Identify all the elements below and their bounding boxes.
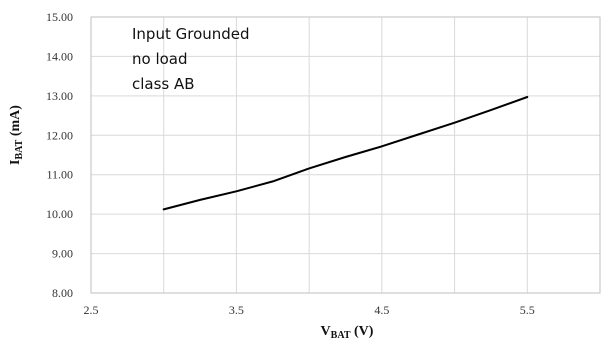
- y-tick-label: 10.00: [46, 207, 73, 221]
- tick-labels: 8.00 9.00 10.00 11.00 12.00 13.00 14.00 15.00 2.…: [46, 10, 535, 317]
- y-tick-label: 12.00: [46, 128, 73, 142]
- y-tick-label: 13.00: [46, 89, 73, 103]
- y-axis-title: IBAT (mA): [8, 105, 25, 165]
- annotation-line-1: Input Grounded: [132, 25, 250, 43]
- y-axis-title-main: I: [8, 159, 23, 164]
- x-axis-title-unit: (V): [351, 324, 374, 339]
- annotation-block: Input Grounded no load class AB: [132, 25, 250, 93]
- x-tick-label: 4.5: [374, 303, 389, 317]
- y-tick-label: 15.00: [46, 10, 73, 24]
- y-tick-label: 8.00: [52, 286, 73, 300]
- x-tick-label: 3.5: [229, 303, 244, 317]
- gridlines: [91, 17, 600, 293]
- annotation-line-2: no load: [132, 50, 188, 68]
- series-line: [162, 96, 529, 211]
- series-layer: [162, 96, 529, 211]
- y-axis-title-unit: (mA): [8, 105, 23, 140]
- plot-area: [90, 16, 601, 294]
- x-axis-title-main: V: [321, 324, 331, 339]
- y-tick-label: 9.00: [52, 247, 73, 261]
- annotation-line-3: class AB: [132, 75, 195, 93]
- y-axis-title-sub: BAT: [14, 139, 25, 159]
- y-tick-label: 11.00: [46, 168, 73, 182]
- x-tick-label: 5.5: [520, 303, 535, 317]
- y-tick-label: 14.00: [46, 49, 73, 63]
- x-axis-title-sub: BAT: [331, 330, 351, 341]
- x-axis-title: VBAT (V): [321, 324, 374, 341]
- x-tick-label: 2.5: [84, 303, 99, 317]
